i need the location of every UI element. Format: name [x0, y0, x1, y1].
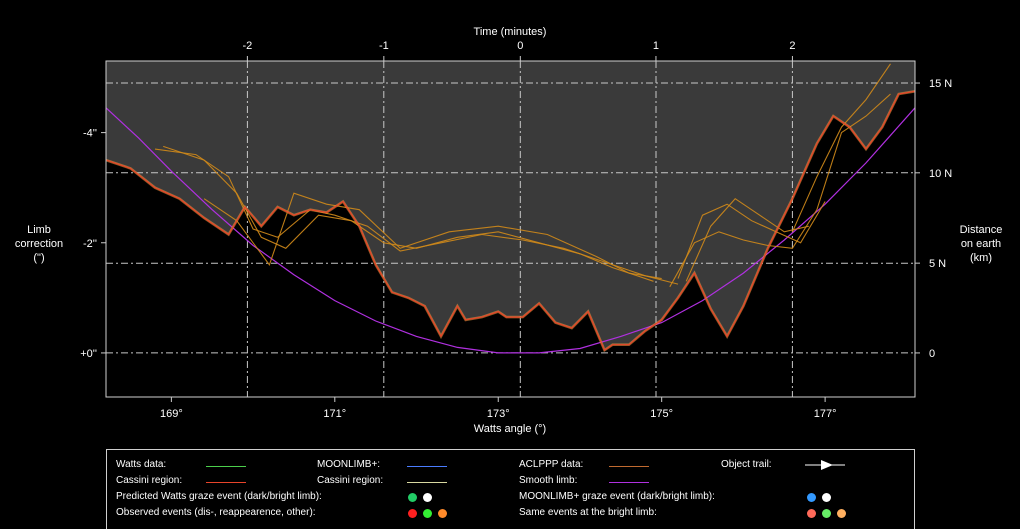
legend-aclppp: ACLPPP data:: [519, 459, 584, 470]
smooth-limb-line: [105, 107, 916, 354]
aclppp-track: [791, 63, 891, 233]
aclppp-track: [203, 192, 662, 280]
right-tick-label: 10 N: [929, 168, 952, 180]
plot-frame: [105, 60, 916, 398]
top-tick-label: -2: [242, 40, 252, 52]
aclppp-track: [677, 201, 826, 279]
right-axis-title-line: on earth: [960, 238, 1002, 250]
x-tick-label: 173°: [487, 408, 510, 420]
top-tick-label: 0: [517, 40, 523, 52]
legend-watts-data: Watts data:: [116, 459, 167, 470]
legend-watts-cassini-swatch: [206, 482, 246, 483]
limb-profile-fill: [106, 61, 915, 351]
aclppp-track: [685, 197, 809, 282]
left-axis-title: Limb correction ("): [8, 223, 70, 265]
object-trail-icon: [805, 460, 845, 470]
watts-profile-line: [105, 90, 916, 352]
y-tick-label: -2'': [83, 238, 97, 250]
legend-observed-other-dot: [438, 509, 447, 518]
x-tick-label: 175°: [650, 408, 673, 420]
left-axis-title-line: Limb: [27, 224, 51, 236]
legend-moonlimb-cassini-swatch: [407, 482, 447, 483]
x-tick-label: 169°: [160, 408, 183, 420]
legend-observed-disappear-dot: [408, 509, 417, 518]
profile-chart: 169° 171° 173° 175° 177° -2 -1 0 1 2 -4'' -2'' +0'' 1…: [80, 26, 952, 435]
right-tick-label: 5 N: [929, 258, 946, 270]
legend-bright-limb-events: Same events at the bright limb:: [519, 507, 657, 518]
legend-moonlimb-dark-dot: [807, 493, 816, 502]
left-axis-title-line: ("): [33, 252, 45, 264]
left-axis-title-line: correction: [14, 238, 64, 250]
legend: Watts data: MOONLIMB+: ACLPPP data: Obje…: [106, 449, 915, 529]
top-tick-label: 1: [653, 40, 659, 52]
y-tick-label: +0'': [80, 348, 97, 360]
legend-observed-events: Observed events (dis-, reappearence, oth…: [116, 507, 316, 518]
legend-moonlimb-cassini: Cassini region:: [317, 475, 384, 486]
legend-bright-other-dot: [837, 509, 846, 518]
legend-watts-cassini: Cassini region:: [116, 475, 183, 486]
top-tick-label: 2: [789, 40, 795, 52]
legend-moonlimb: MOONLIMB+:: [317, 459, 381, 470]
right-tick-label: 0: [929, 348, 935, 360]
x-axis-title: Watts angle (°): [474, 423, 546, 435]
legend-object-trail: Object trail:: [721, 459, 772, 470]
legend-predicted-watts: Predicted Watts graze event (dark/bright…: [116, 491, 322, 502]
tick-layer: 169° 171° 173° 175° 177° -2 -1 0 1 2 -4'' -2'' +0'' 1…: [80, 40, 952, 420]
legend-predicted-dark-dot: [408, 493, 417, 502]
legend-moonlimb-bright-dot: [822, 493, 831, 502]
right-tick-label: 15 N: [929, 78, 952, 90]
profile-fill-layer: [106, 61, 915, 351]
legend-moonlimb-swatch: [407, 466, 447, 467]
legend-smooth-limb: Smooth limb:: [519, 475, 578, 486]
legend-smooth-limb-swatch: [609, 482, 649, 483]
legend-moonlimb-graze: MOONLIMB+ graze event (dark/bright limb)…: [519, 491, 715, 502]
legend-bright-disappear-dot: [807, 509, 816, 518]
x-tick-label: 171°: [323, 408, 346, 420]
legend-watts-data-swatch: [206, 466, 246, 467]
right-axis-title-line: (km): [970, 252, 992, 264]
right-axis-title-line: Distance: [959, 224, 1003, 236]
series-layer: [105, 63, 916, 354]
grid-layer: [106, 61, 915, 397]
legend-predicted-bright-dot: [423, 493, 432, 502]
legend-observed-reappear-dot: [423, 509, 432, 518]
legend-bright-reappear-dot: [822, 509, 831, 518]
right-axis-title: Distance on earth (km): [950, 223, 1012, 265]
top-axis-title: Time (minutes): [474, 26, 547, 38]
legend-aclppp-swatch: [609, 466, 649, 467]
top-tick-label: -1: [379, 40, 389, 52]
y-tick-label: -4'': [83, 128, 97, 140]
x-tick-label: 177°: [814, 408, 837, 420]
aclppp-track: [669, 93, 891, 288]
